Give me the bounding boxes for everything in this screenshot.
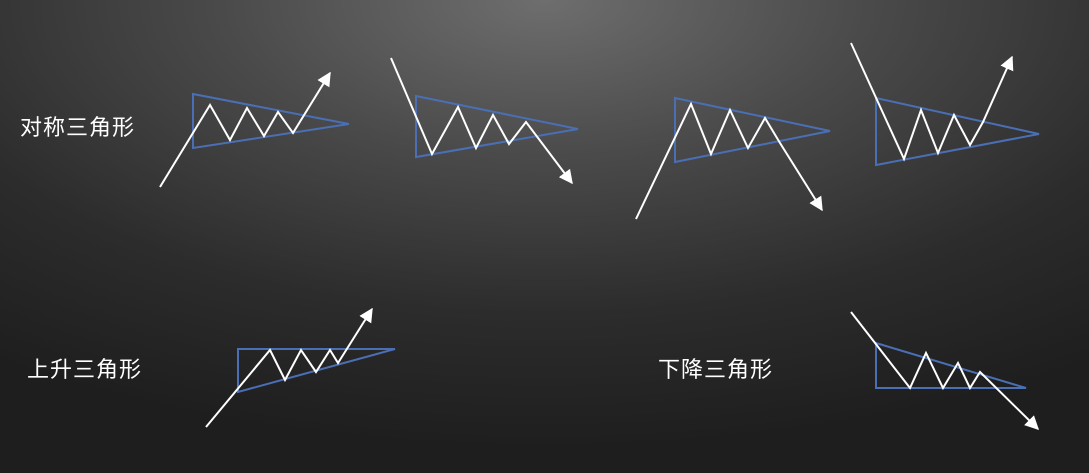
price-path: [850, 311, 1039, 430]
symmetrical-triangle-outline: [192, 92, 350, 150]
symmetrical-triangle-label: 对称三角形: [20, 116, 136, 141]
symmetrical-triangle-outline: [674, 96, 831, 164]
price-path: [390, 57, 573, 185]
price-path: [159, 71, 331, 188]
price-path: [205, 307, 373, 428]
symmetrical-breakdown-pattern: [390, 57, 579, 185]
descending-triangle-label: 下降三角形: [658, 358, 774, 383]
symmetrical-triangle-outline: [415, 94, 579, 159]
ascending-triangle-label: 上升三角形: [27, 358, 143, 383]
symmetrical-breakout-up-pattern: [159, 71, 350, 188]
price-path: [850, 42, 1014, 162]
descending-triangle-pattern: [850, 311, 1039, 430]
symmetrical-reversal-up-pattern: [850, 42, 1040, 167]
descending-triangle-outline: [875, 341, 1027, 389]
price-path: [635, 101, 823, 220]
symmetrical-triangle-outline: [875, 96, 1040, 167]
ascending-triangle-pattern: [205, 307, 396, 428]
symmetrical-reversal-down-pattern: [635, 96, 831, 220]
